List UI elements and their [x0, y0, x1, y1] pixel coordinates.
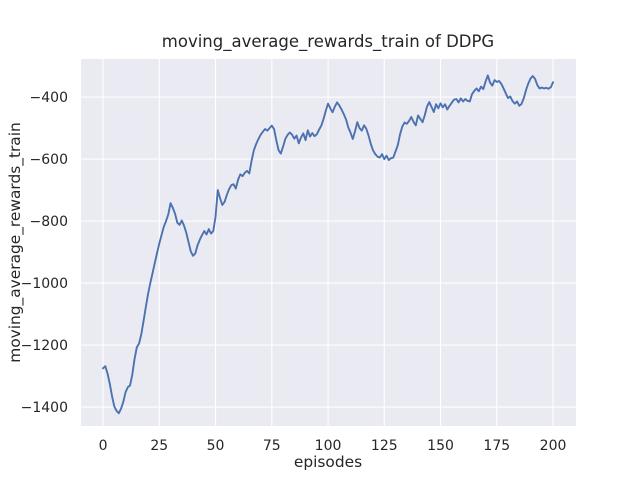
y-tick-label: −1400: [21, 400, 68, 416]
plot-area: [81, 59, 576, 426]
y-tick-label: −1000: [21, 276, 68, 292]
y-tick-label: −800: [30, 214, 68, 230]
x-tick-label: 125: [371, 438, 398, 454]
y-tick-label: −400: [30, 90, 68, 106]
x-tick-label: 150: [427, 438, 454, 454]
tick-labels: 0 25 50 75 100 125 150 175 200 −400 −600 −800 −1000 −…: [21, 90, 567, 454]
x-tick-label: 0: [99, 438, 108, 454]
x-tick-label: 200: [540, 438, 567, 454]
x-tick-label: 100: [315, 438, 342, 454]
chart-title: moving_average_rewards_train of DDPG: [162, 32, 494, 52]
y-axis-label: moving_average_rewards_train: [6, 122, 25, 363]
data-line-ddpg: [102, 74, 554, 415]
x-tick-label: 25: [150, 438, 168, 454]
grid-lines: [81, 59, 576, 426]
x-tick-label: 175: [483, 438, 510, 454]
y-tick-label: −1200: [21, 338, 68, 354]
x-tick-label: 75: [263, 438, 281, 454]
y-tick-label: −600: [30, 152, 68, 168]
x-tick-label: 50: [207, 438, 225, 454]
x-axis-label: episodes: [294, 453, 362, 471]
